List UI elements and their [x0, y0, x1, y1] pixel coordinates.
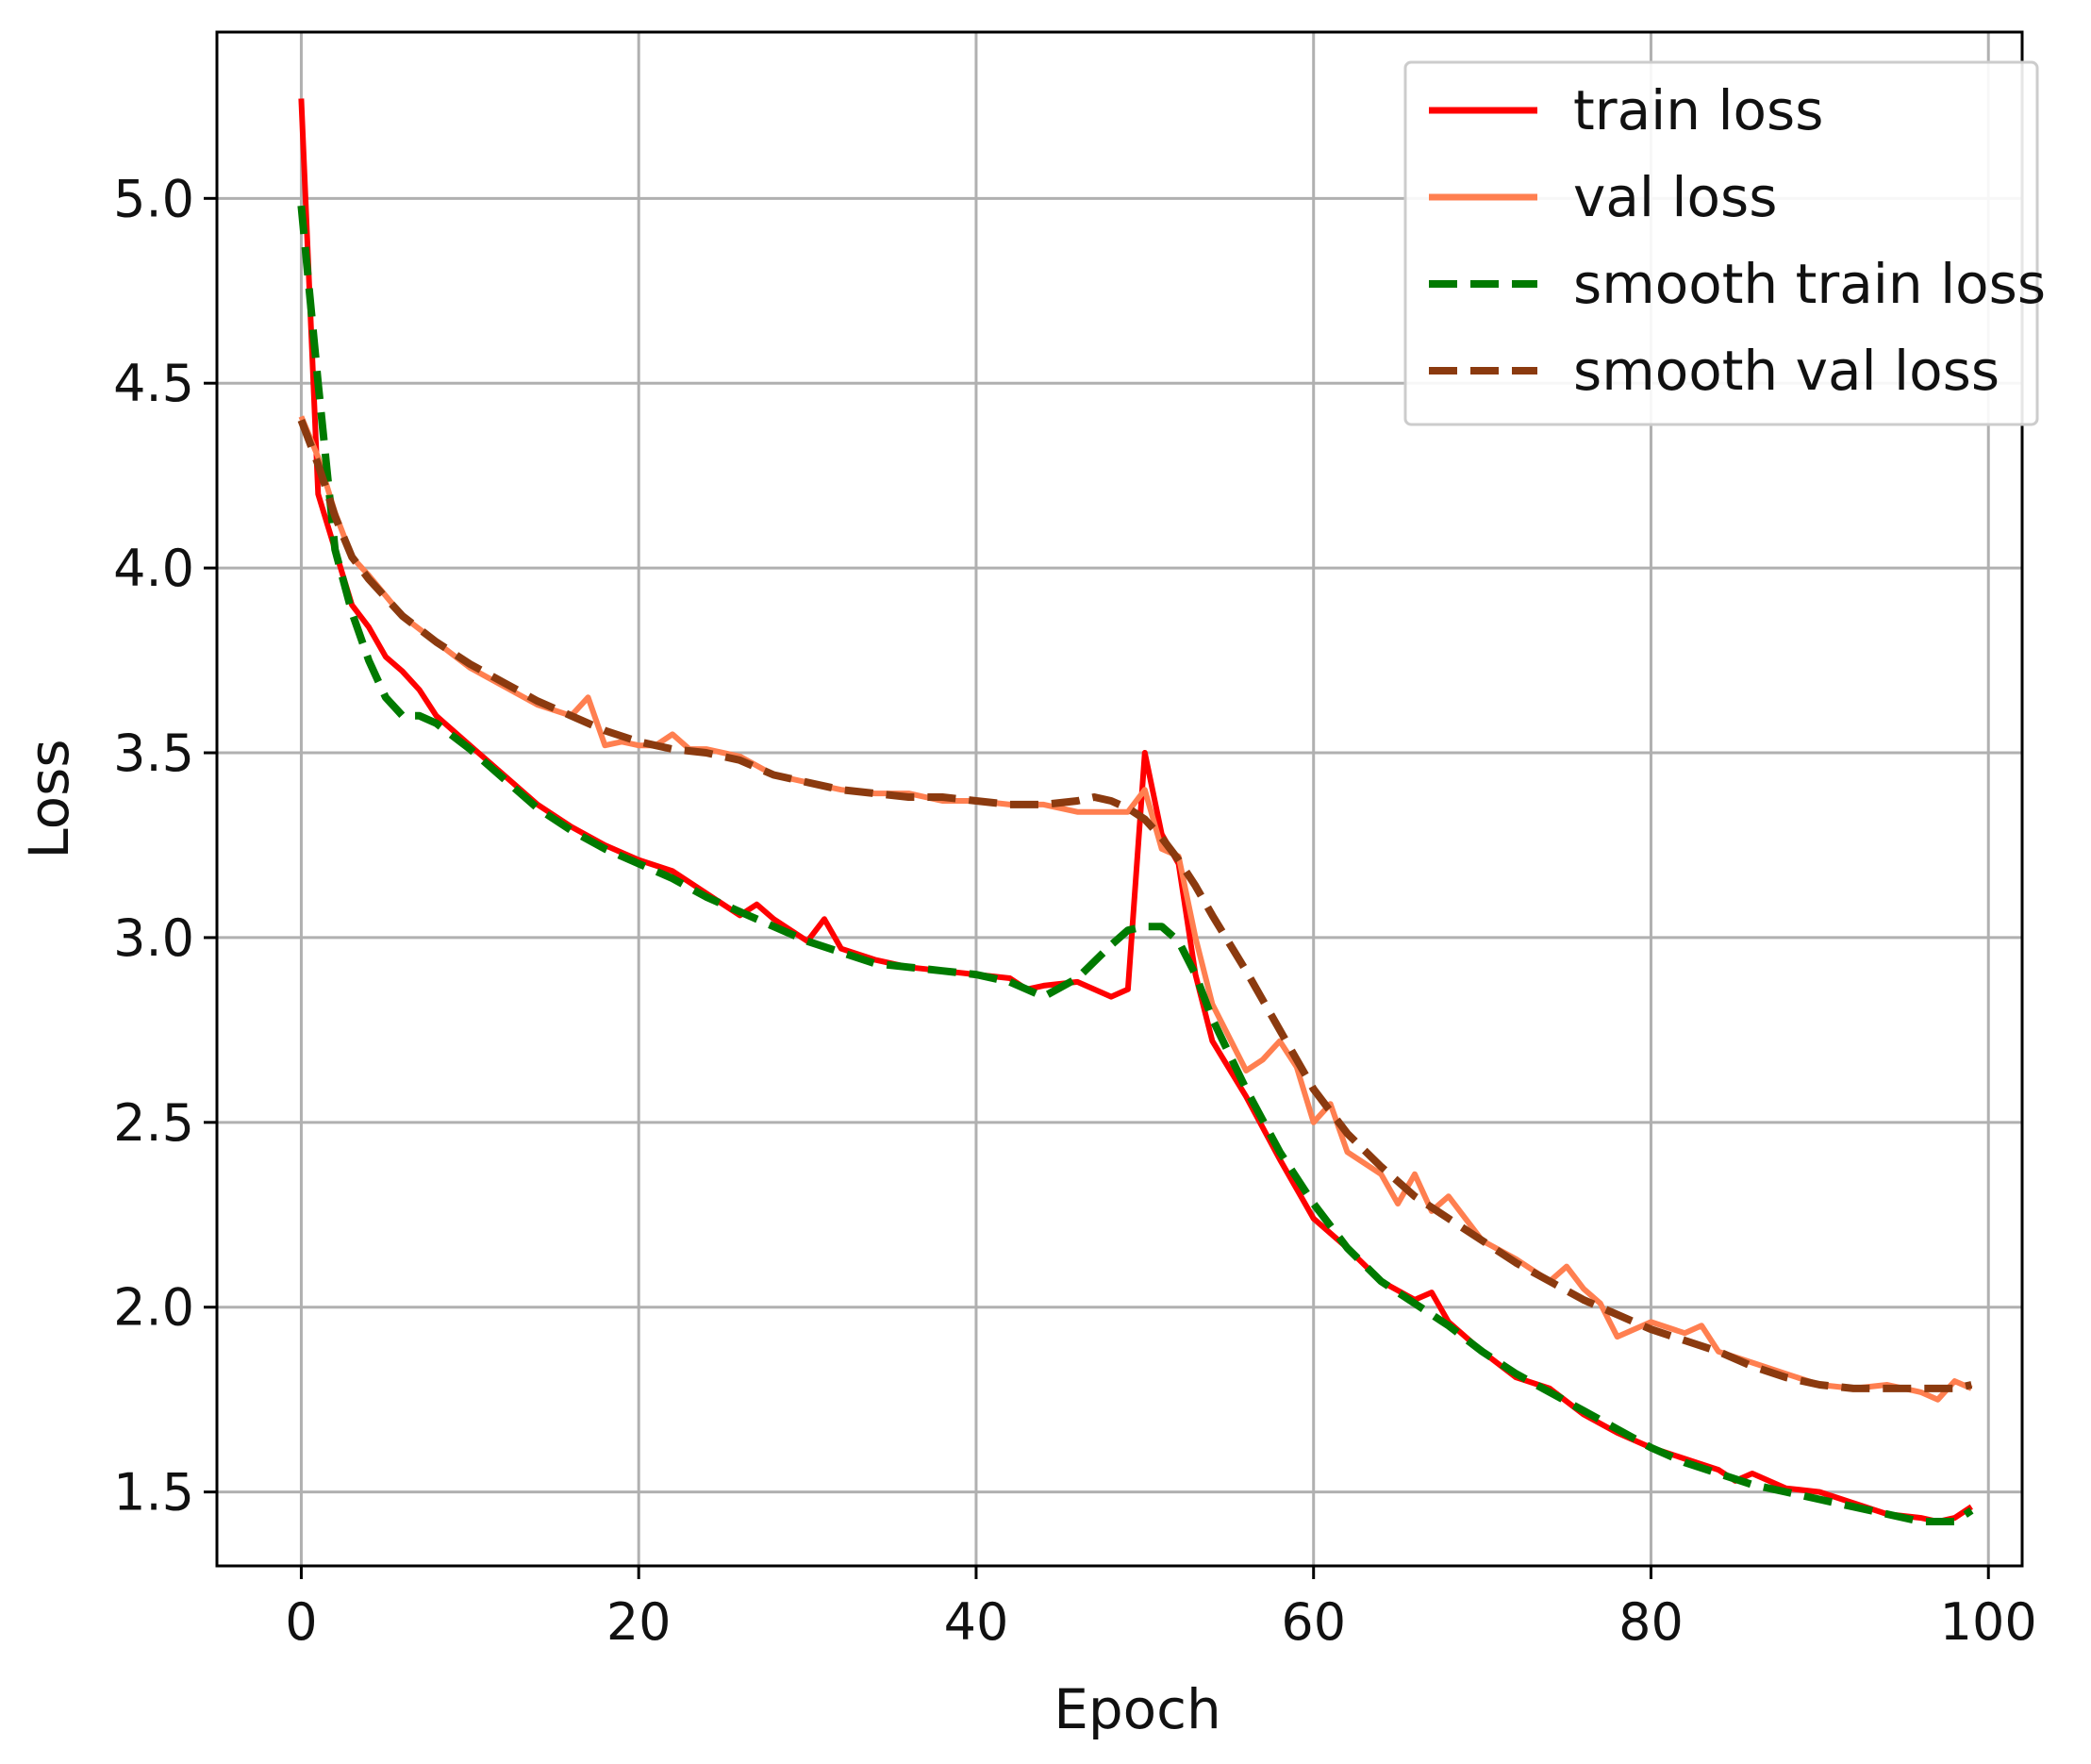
x-axis-ticks: 0 20 40 60 80 100 [285, 1566, 2037, 1652]
y-tick-label: 2.5 [113, 1093, 194, 1153]
x-tick-label: 100 [1940, 1592, 2037, 1652]
y-axis-ticks: 1.5 2.0 2.5 3.0 3.5 4.0 4.5 5.0 [113, 169, 217, 1523]
y-tick-label: 1.5 [113, 1463, 194, 1523]
y-tick-label: 3.0 [113, 908, 194, 968]
legend-label-smooth-train-loss: smooth train loss [1573, 252, 2046, 316]
x-tick-label: 60 [1281, 1592, 1346, 1652]
legend-label-val-loss: val loss [1573, 165, 1777, 229]
y-tick-label: 4.5 [113, 354, 194, 413]
y-tick-label: 5.0 [113, 169, 194, 228]
smooth-val-loss-line [297, 418, 1973, 1392]
legend-label-train-loss: train loss [1573, 78, 1823, 142]
legend-box [1403, 60, 2039, 426]
x-axis-label: Epoch [1054, 1677, 1221, 1741]
series-layer [297, 98, 1974, 1525]
x-tick-label: 40 [944, 1592, 1009, 1652]
x-tick-label: 80 [1618, 1592, 1684, 1652]
x-tick-label: 0 [285, 1592, 317, 1652]
legend: train loss val loss smooth train loss sm… [1403, 60, 2046, 426]
smooth-train-loss-line [297, 205, 1974, 1525]
x-tick-label: 20 [606, 1592, 672, 1652]
y-tick-label: 4.0 [113, 539, 194, 598]
legend-label-smooth-val-loss: smooth val loss [1573, 339, 2000, 403]
y-axis-label: Loss [17, 739, 81, 858]
y-tick-label: 2.0 [113, 1278, 194, 1338]
plot-frame [215, 30, 2024, 1568]
y-tick-label: 3.5 [113, 724, 194, 783]
